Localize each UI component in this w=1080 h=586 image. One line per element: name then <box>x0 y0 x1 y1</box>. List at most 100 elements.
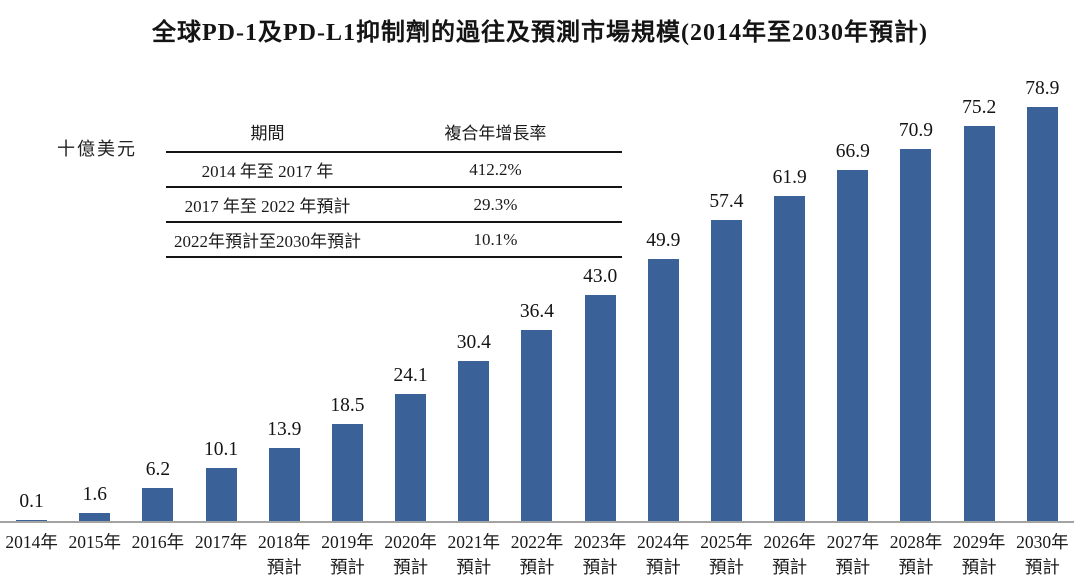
cagr-value: 10.1% <box>473 229 518 249</box>
x-tick-year: 2028年 <box>889 532 943 552</box>
x-tick-label: 2017年 <box>190 530 253 580</box>
cagr-table-row: 2014 年至 2017 年 412.2% <box>166 153 622 188</box>
bar <box>79 512 111 521</box>
x-tick-year: 2019年 <box>321 532 374 552</box>
bar <box>647 259 679 521</box>
x-tick-year: 2023年 <box>573 532 627 552</box>
bar-column: 18.5 <box>316 395 379 521</box>
x-tick-label: 2022年預計 <box>505 530 568 580</box>
x-tick-forecast: 預計 <box>266 557 302 577</box>
bar-value-label: 49.9 <box>646 230 681 252</box>
bar <box>963 126 995 521</box>
bar <box>584 295 616 521</box>
x-tick-label: 2029年預計 <box>948 530 1011 580</box>
bar <box>1026 106 1058 521</box>
x-tick-year: 2021年 <box>447 532 501 552</box>
x-tick-year: 2030年 <box>1016 532 1069 552</box>
bar-value-label: 57.4 <box>709 190 744 212</box>
bar-value-label: 13.9 <box>267 419 302 441</box>
bar-column: 78.9 <box>1011 78 1074 521</box>
x-axis-line <box>0 521 1074 523</box>
x-tick-forecast: 預計 <box>329 557 365 577</box>
bar-column: 13.9 <box>253 419 316 521</box>
x-tick-year: 2027年 <box>826 532 880 552</box>
cagr-header-cagr: 複合年增長率 <box>444 124 547 143</box>
bar-value-label: 30.4 <box>456 332 491 354</box>
x-tick-forecast: 預計 <box>772 557 808 577</box>
x-tick-label: 2021年 預計 <box>442 530 505 580</box>
bar-column: 30.4 <box>442 332 505 521</box>
cagr-table: 期間 複合年增長率 2014 年至 2017 年 412.2% 2017 年至 … <box>166 112 622 258</box>
bar-value-label: 66.9 <box>835 140 870 162</box>
x-tick-forecast: 預計 <box>1024 557 1060 577</box>
bar-value-label: 0.1 <box>19 491 44 513</box>
bar-column: 57.4 <box>695 191 758 521</box>
cagr-table-header-row: 期間 複合年增長率 <box>166 112 622 153</box>
bar-column: 10.1 <box>190 439 253 521</box>
bar-column: 0.1 <box>0 491 63 521</box>
bar-column: 61.9 <box>758 167 821 521</box>
bar-column: 36.4 <box>505 301 568 521</box>
x-tick-forecast: 預計 <box>582 557 618 577</box>
bar-column: 70.9 <box>884 120 947 521</box>
bar-value-label: 1.6 <box>82 483 107 505</box>
x-tick-label: 2024年 預計 <box>632 530 695 580</box>
bar <box>710 219 742 521</box>
cagr-header-period: 期間 <box>250 124 285 143</box>
x-tick-forecast: 預計 <box>393 557 429 577</box>
bar-value-label: 6.2 <box>145 459 171 481</box>
cagr-period: 2022年預計至2030年預計 <box>173 232 361 251</box>
x-axis-labels: 2014年 2015年 2016年 2017年 2018年 預計 2019年 預計 2020年預… <box>0 530 1074 580</box>
bar-value-label: 10.1 <box>204 438 239 460</box>
bar <box>458 361 490 521</box>
x-tick-year: 2017年 <box>194 532 248 552</box>
x-tick-forecast: 預計 <box>898 557 934 577</box>
bar <box>331 423 363 521</box>
chart-title: 全球PD-1及PD-L1抑制劑的過往及預測市場規模(2014年至2030年預計) <box>152 20 928 46</box>
x-tick-label: 2019年預計 <box>316 530 379 580</box>
x-tick-year: 2015年 <box>68 532 122 552</box>
x-tick-year: 2018年 <box>258 532 311 552</box>
x-tick-forecast: 預計 <box>519 557 555 577</box>
x-tick-year: 2025年 <box>700 532 753 552</box>
bar-value-label: 70.9 <box>898 119 934 141</box>
bar <box>774 196 806 521</box>
x-tick-label: 2016年 <box>126 530 189 580</box>
bar-column: 1.6 <box>63 484 126 521</box>
x-tick-label: 2015年 <box>63 530 126 580</box>
bar-column: 75.2 <box>948 97 1011 521</box>
x-tick-year: 2014年 <box>5 532 58 552</box>
x-tick-year: 2016年 <box>131 532 185 552</box>
cagr-value: 29.3% <box>473 194 518 214</box>
x-tick-label: 2030年預計 <box>1011 530 1074 580</box>
bar-value-label: 36.4 <box>519 300 555 322</box>
x-tick-forecast: 預計 <box>645 557 681 577</box>
x-tick-label: 2027年預計 <box>821 530 884 580</box>
cagr-value: 412.2% <box>469 159 522 179</box>
x-tick-forecast: 預計 <box>961 557 997 577</box>
x-tick-year: 2020年 <box>384 532 437 552</box>
bar <box>16 520 48 521</box>
bar-column: 66.9 <box>821 141 884 521</box>
bar <box>268 448 300 521</box>
bars-row: 0.1 1.6 6.2 10.1 13.9 18.5 24.1 30.4 36.4 43.0 49.… <box>0 78 1074 521</box>
x-tick-label: 2018年預計 <box>253 530 316 580</box>
cagr-period: 2014 年至 2017 年 <box>201 162 334 181</box>
x-tick-label: 2014年 <box>0 530 63 580</box>
bar-value-label: 43.0 <box>583 266 618 288</box>
cagr-table-row: 2017 年至 2022 年預計 29.3% <box>166 188 622 223</box>
x-tick-label: 2023年預計 <box>569 530 632 580</box>
bar-column: 6.2 <box>126 459 189 521</box>
bar-value-label: 24.1 <box>393 365 428 387</box>
bar-value-label: 75.2 <box>962 97 997 119</box>
bar <box>142 488 174 521</box>
bar-value-label: 61.9 <box>772 167 807 189</box>
x-tick-forecast: 預計 <box>835 557 871 577</box>
y-axis-unit-label: 十億美元 <box>57 139 137 159</box>
bar <box>395 394 427 521</box>
bar-value-label: 18.5 <box>330 394 365 416</box>
x-tick-year: 2022年 <box>510 532 564 552</box>
cagr-table-row: 2022年預計至2030年預計 10.1% <box>166 223 622 258</box>
x-tick-year: 2029年 <box>952 532 1006 552</box>
